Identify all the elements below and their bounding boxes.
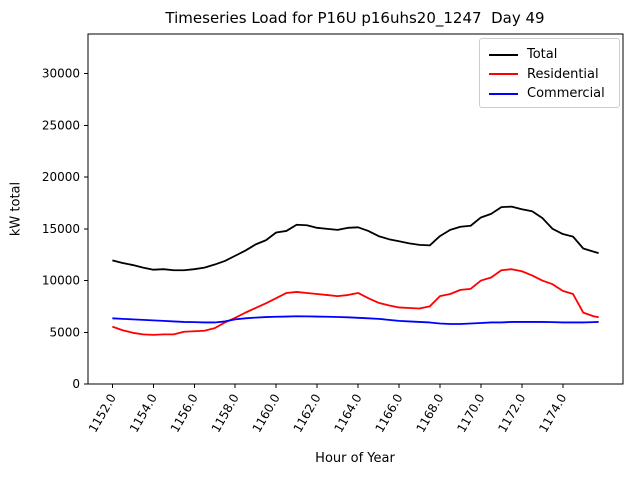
x-tick-label: 1168.0 <box>413 392 446 435</box>
y-tick-label: 15000 <box>42 222 80 236</box>
plot-area <box>87 33 624 385</box>
y-tick-label: 20000 <box>42 170 80 184</box>
x-tick-label: 1162.0 <box>291 392 324 435</box>
legend: Total Residential Commercial <box>479 38 620 108</box>
legend-line-swatch <box>489 53 518 56</box>
y-tick-label: 10000 <box>42 274 80 288</box>
legend-label: Residential <box>527 66 599 82</box>
legend-line-swatch <box>489 92 518 95</box>
series-line-residential <box>112 268 599 336</box>
x-tick-label: 1172.0 <box>495 392 528 435</box>
x-tick-label: 1170.0 <box>454 392 487 435</box>
x-tick-label: 1152.0 <box>86 392 119 435</box>
legend-item-commercial: Commercial <box>489 84 610 103</box>
y-tick-label: 0 <box>72 377 80 391</box>
x-tick-label: 1156.0 <box>168 392 201 435</box>
y-tick-label: 30000 <box>42 67 80 81</box>
chart-title: Timeseries Load for P16U p16uhs20_1247 D… <box>165 9 545 27</box>
x-tick-label: 1158.0 <box>209 392 242 435</box>
series-line-commercial <box>112 315 599 325</box>
y-tick-label: 5000 <box>49 325 80 339</box>
x-tick-label: 1166.0 <box>372 392 405 435</box>
legend-item-total: Total <box>489 45 610 64</box>
legend-label: Commercial <box>527 86 605 101</box>
y-tick-label: 25000 <box>42 118 80 132</box>
x-tick-label: 1174.0 <box>536 392 569 435</box>
legend-item-residential: Residential <box>489 65 610 84</box>
x-tick-label: 1160.0 <box>250 392 283 435</box>
x-axis-label: Hour of Year <box>315 451 395 466</box>
series-line-total <box>112 205 599 272</box>
legend-label: Total <box>527 47 558 62</box>
x-tick-label: 1154.0 <box>127 392 160 435</box>
x-tick-label: 1164.0 <box>332 392 365 435</box>
legend-line-swatch <box>489 73 518 75</box>
